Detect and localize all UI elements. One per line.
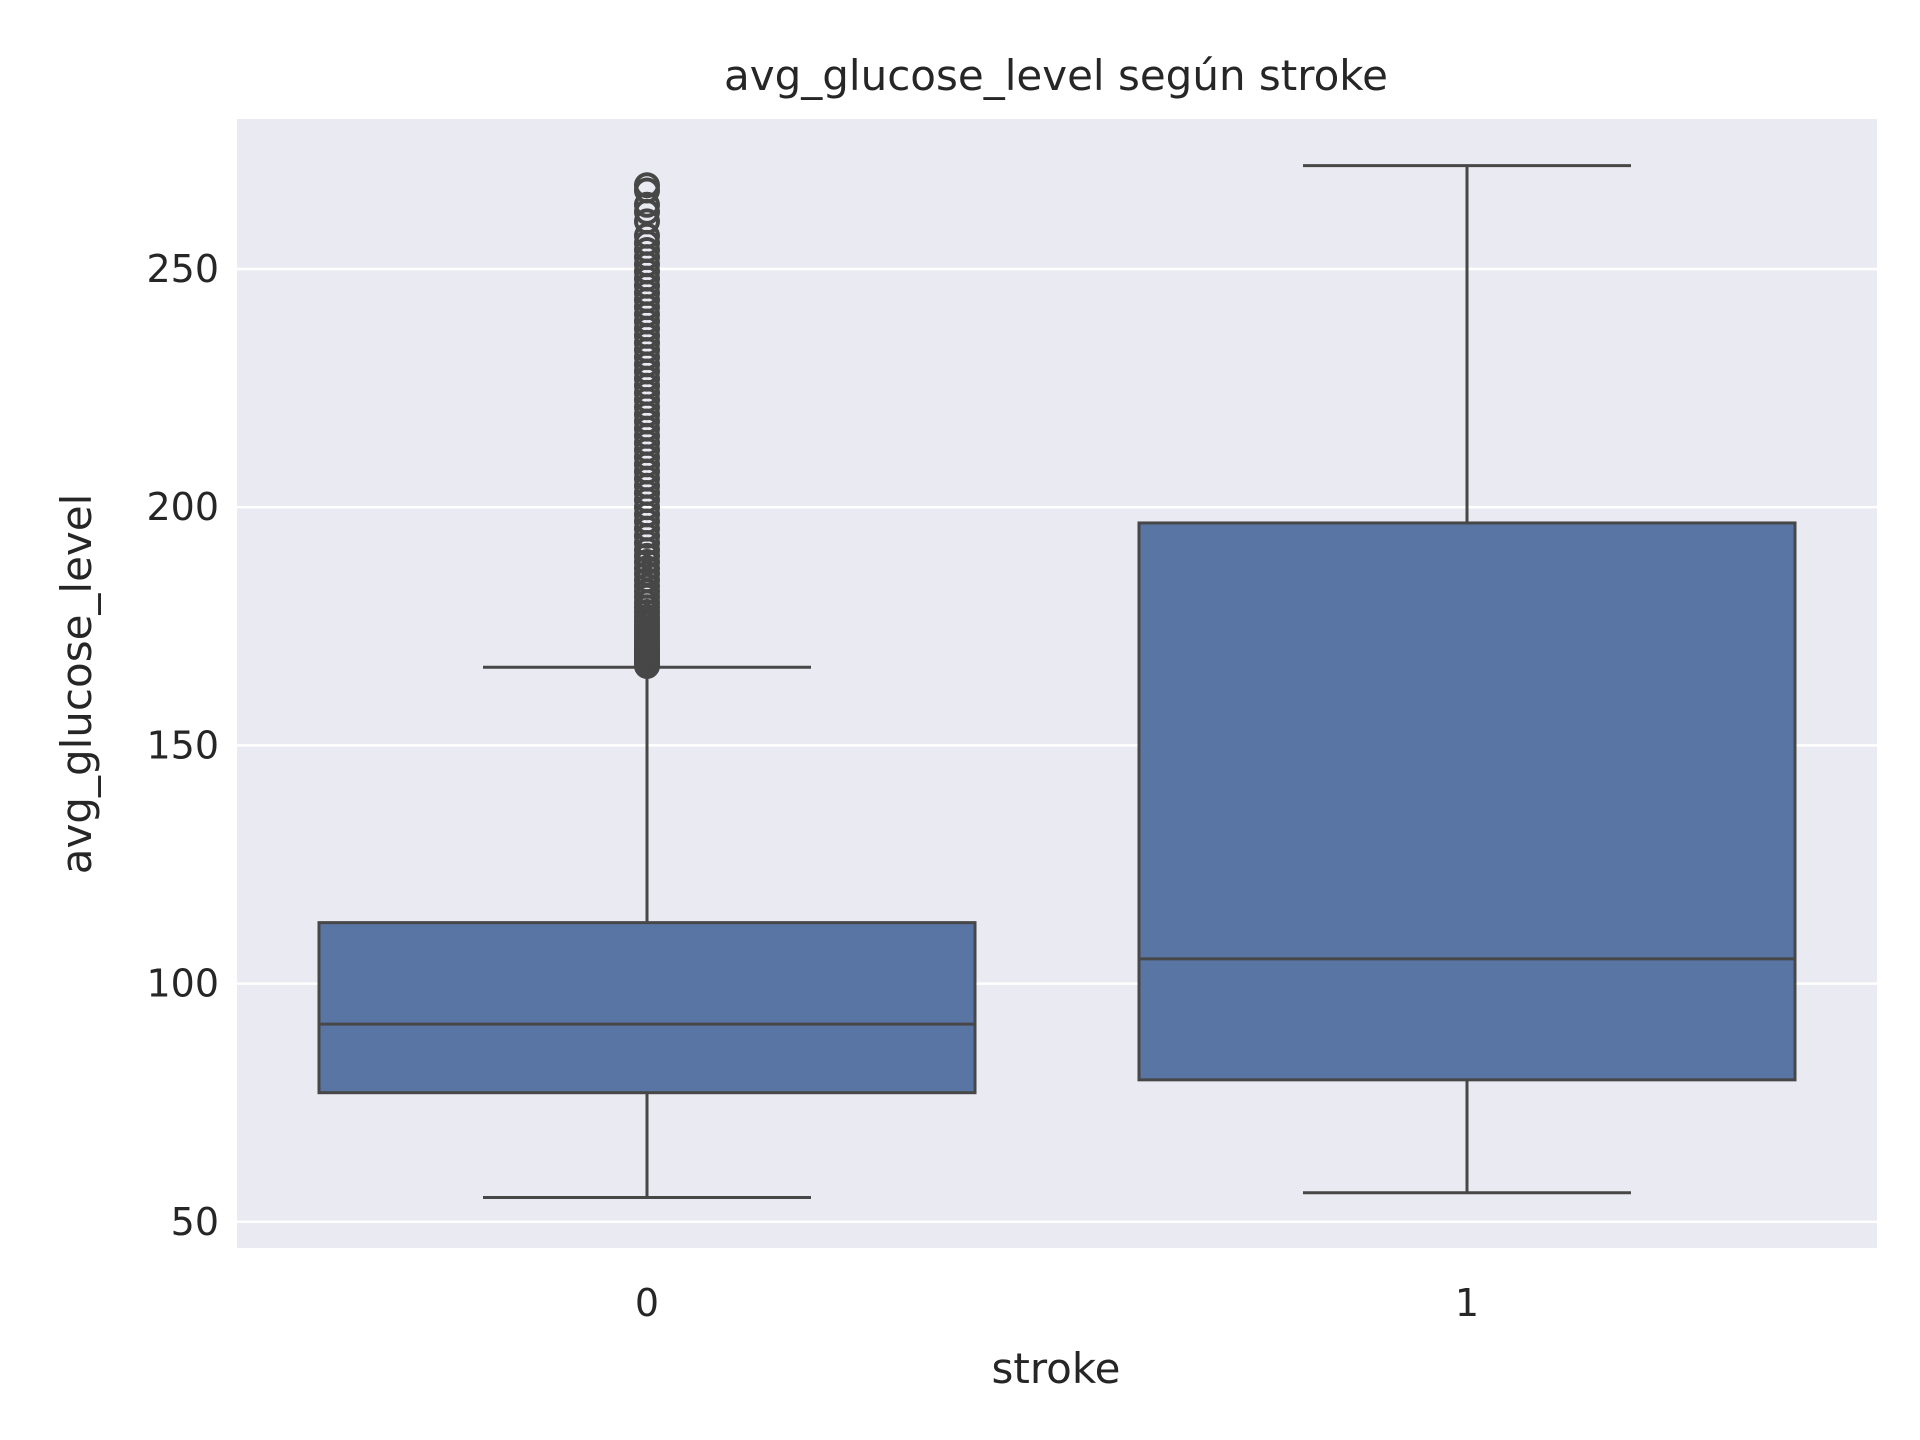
y-tick-label-50: 50	[171, 1200, 219, 1244]
x-tick-label-0: 0	[635, 1281, 659, 1325]
y-tick-label-100: 100	[146, 962, 219, 1006]
outlier-point	[634, 208, 660, 235]
box-group-1	[1137, 164, 1797, 1195]
y-tick-labels: 50 100 150 200 250	[146, 247, 219, 1244]
outlier-point	[634, 191, 660, 218]
box-iqr	[317, 921, 977, 1095]
x-tick-label-1: 1	[1455, 1281, 1479, 1325]
box-group-0	[317, 172, 977, 1200]
boxes	[317, 164, 1797, 1200]
box-iqr	[1137, 521, 1797, 1082]
y-tick-label-250: 250	[146, 247, 219, 291]
outlier-point	[634, 237, 660, 264]
y-axis-title: avg_glucose_level	[52, 494, 101, 875]
x-axis-title: stroke	[991, 1344, 1120, 1393]
outlier-point	[634, 172, 660, 199]
y-tick-label-200: 200	[146, 485, 219, 529]
y-tick-label-150: 150	[146, 723, 219, 767]
chart-title: avg_glucose_level según stroke	[724, 51, 1388, 100]
